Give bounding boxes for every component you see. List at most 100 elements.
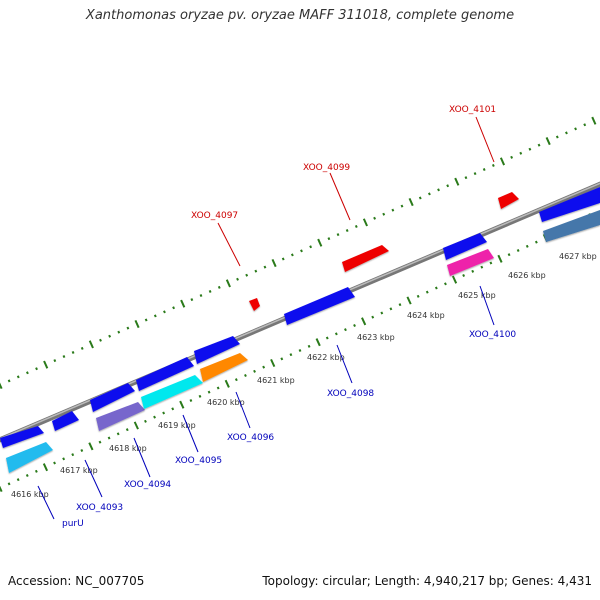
minor-tick — [172, 306, 175, 310]
gene-feature[interactable] — [96, 402, 145, 431]
minor-tick — [298, 348, 302, 353]
major-tick — [497, 254, 503, 263]
top-tick-track — [0, 116, 597, 390]
major-tick — [224, 379, 230, 388]
gene-feature[interactable] — [443, 233, 487, 260]
minor-tick — [555, 135, 559, 139]
minor-tick — [344, 328, 347, 332]
gene-feature[interactable] — [249, 298, 260, 311]
kbp-label: 4625 kbp — [458, 291, 496, 300]
major-tick — [270, 358, 276, 368]
major-tick — [42, 463, 49, 472]
gene-feature[interactable] — [141, 375, 203, 409]
minor-tick — [471, 269, 475, 273]
minor-tick — [16, 478, 20, 482]
major-tick — [315, 338, 321, 347]
gene-feature[interactable] — [90, 383, 135, 412]
minor-tick — [26, 371, 29, 375]
minor-tick — [208, 289, 212, 293]
minor-tick — [62, 457, 66, 461]
gene-feature[interactable] — [342, 245, 389, 272]
minor-tick — [144, 419, 147, 423]
gene-label-xoo-4093[interactable]: XOO_4093 — [76, 503, 123, 513]
minor-tick — [217, 285, 221, 289]
leader-line — [475, 116, 495, 163]
minor-tick — [444, 282, 447, 286]
leader-line — [235, 391, 251, 429]
minor-tick — [126, 326, 130, 330]
minor-tick — [446, 184, 450, 188]
minor-tick — [464, 176, 468, 180]
major-tick — [43, 360, 49, 369]
gene-feature[interactable] — [498, 192, 519, 209]
minor-tick — [236, 277, 239, 281]
gene-feature[interactable] — [52, 411, 79, 431]
gene-label-xoo-4096[interactable]: XOO_4096 — [227, 433, 274, 443]
leader-line — [329, 172, 351, 221]
minor-tick — [516, 248, 520, 253]
leader-line — [217, 222, 241, 267]
gene-feature[interactable] — [539, 187, 600, 222]
gene-feature[interactable] — [0, 426, 44, 448]
gene-label-xoo-4099[interactable]: XOO_4099 — [303, 163, 350, 173]
gene-feature[interactable] — [447, 249, 494, 276]
minor-tick — [428, 192, 431, 196]
gene-feature[interactable] — [6, 442, 53, 473]
minor-tick — [190, 298, 194, 302]
minor-tick — [462, 273, 466, 278]
minor-tick — [263, 265, 267, 269]
reverse-gene-labels: purU XOO_4093 XOO_4094 XOO_4095 XOO_4096… — [62, 330, 516, 529]
minor-tick — [389, 307, 393, 311]
minor-tick — [189, 398, 193, 403]
minor-tick — [345, 229, 349, 233]
minor-tick — [53, 359, 57, 363]
forward-features — [249, 187, 600, 311]
gene-feature[interactable] — [194, 336, 240, 364]
bottom-tick-track — [0, 211, 600, 493]
major-tick — [134, 319, 140, 329]
gene-label-xoo-4095[interactable]: XOO_4095 — [175, 456, 222, 466]
minor-tick — [99, 338, 102, 342]
gene-label-xoo-4094[interactable]: XOO_4094 — [124, 480, 171, 490]
gene-label-xoo-4097[interactable]: XOO_4097 — [191, 211, 238, 221]
gene-label-xoo-4098[interactable]: XOO_4098 — [327, 389, 374, 399]
minor-tick — [510, 155, 514, 159]
minor-tick — [107, 436, 111, 440]
gene-label-xoo-4101[interactable]: XOO_4101 — [449, 105, 496, 115]
minor-tick — [71, 453, 75, 457]
reverse-leaders — [37, 285, 495, 520]
leader-line — [182, 414, 199, 453]
major-tick — [591, 116, 597, 125]
minor-tick — [528, 147, 532, 151]
gene-feature[interactable] — [543, 210, 600, 242]
minor-tick — [491, 163, 495, 167]
kbp-label: 4627 kbp — [559, 252, 597, 261]
map-title: Xanthomonas oryzae pv. oryzae MAFF 31101… — [85, 8, 515, 23]
major-tick — [545, 137, 551, 146]
gene-feature[interactable] — [200, 353, 248, 382]
gene-feature[interactable] — [136, 357, 194, 391]
kbp-labels: 4616 kbp 4617 kbp 4618 kbp 4619 kbp 4620… — [11, 252, 597, 499]
forward-leaders — [217, 116, 495, 267]
gene-feature[interactable] — [284, 287, 355, 325]
minor-tick — [262, 365, 266, 369]
minor-tick — [171, 407, 175, 411]
minor-tick — [254, 269, 258, 273]
minor-tick — [71, 350, 75, 354]
leader-line — [84, 459, 103, 498]
minor-tick — [327, 237, 331, 241]
minor-tick — [583, 123, 587, 127]
minor-tick — [336, 233, 340, 237]
minor-tick — [534, 240, 538, 244]
major-tick — [362, 218, 368, 227]
minor-tick — [325, 336, 329, 340]
major-tick — [408, 197, 414, 207]
gene-label-purU[interactable]: purU — [62, 519, 84, 529]
minor-tick — [16, 375, 20, 379]
minor-tick — [116, 432, 120, 436]
major-tick — [0, 485, 3, 493]
minor-tick — [7, 482, 11, 486]
reverse-features — [0, 210, 600, 473]
gene-label-xoo-4100[interactable]: XOO_4100 — [469, 330, 516, 340]
accession-text: Accession: NC_007705 — [8, 574, 145, 588]
